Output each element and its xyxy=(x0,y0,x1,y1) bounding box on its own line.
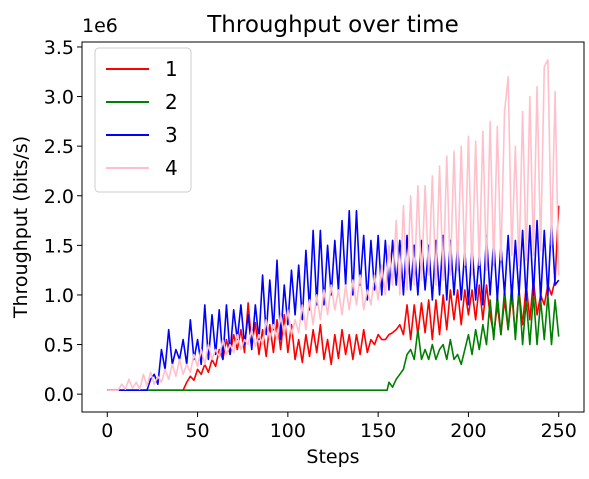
y-tick-label: 1.5 xyxy=(44,235,74,257)
series-line-2 xyxy=(107,284,560,391)
x-tick-label: 100 xyxy=(270,420,306,442)
legend-box xyxy=(94,47,192,193)
legend-label-2: 2 xyxy=(165,90,178,114)
x-tick-label: 50 xyxy=(185,420,209,442)
x-axis-label: Steps xyxy=(306,446,359,468)
x-tick-label: 150 xyxy=(360,420,396,442)
legend-label-4: 4 xyxy=(165,156,178,180)
y-tick-label: 3.5 xyxy=(44,37,74,59)
y-tick-label: 2.5 xyxy=(44,136,74,158)
y-tick-label: 0.5 xyxy=(44,335,74,357)
chart-title: Throughput over time xyxy=(206,12,458,38)
y-tick-label: 2.0 xyxy=(44,186,74,208)
y-tick-label: 1.0 xyxy=(44,285,74,307)
series-line-3 xyxy=(107,209,560,391)
y-tick-label: 0.0 xyxy=(44,384,74,406)
series-line-4 xyxy=(107,59,560,391)
series-layer xyxy=(107,59,560,391)
ticks-layer: 0 50 100 150 200 250 0.0 0.5 1.0 1.5 2.0 2.5 3.0 3.5 xyxy=(44,37,577,442)
x-tick-label: 200 xyxy=(450,420,486,442)
plot-area-frame xyxy=(81,41,585,413)
legend: 1 2 3 4 xyxy=(94,47,192,193)
y-axis-label: Throughput (bits/s) xyxy=(10,136,32,319)
title-layer: Throughput over time 1e6 xyxy=(82,12,459,38)
axes-layer xyxy=(81,41,585,413)
x-tick-label: 0 xyxy=(101,420,113,442)
x-tick-label: 250 xyxy=(541,420,577,442)
legend-label-3: 3 xyxy=(165,123,178,147)
y-tick-label: 3.0 xyxy=(44,87,74,109)
axis-labels: Steps Throughput (bits/s) xyxy=(10,136,360,468)
legend-label-1: 1 xyxy=(165,57,178,81)
y-axis-scale-label: 1e6 xyxy=(82,15,118,37)
